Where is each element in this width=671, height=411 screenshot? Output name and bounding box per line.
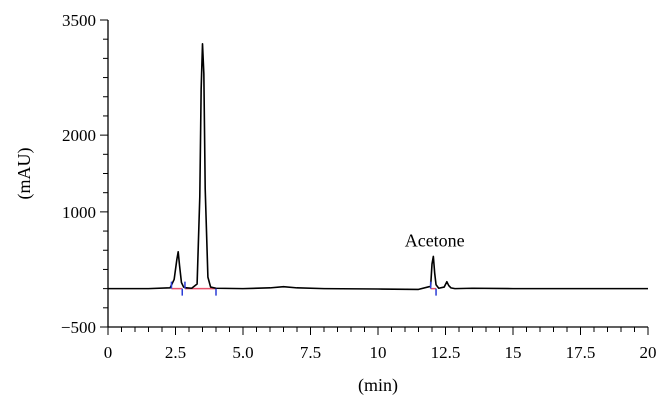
- labels-group: Acetone: [405, 230, 465, 250]
- x-tick-label: 12.5: [431, 343, 461, 362]
- peak-annotation: Acetone: [405, 230, 465, 250]
- x-tick-label: 5.0: [232, 343, 253, 362]
- x-tick-label: 2.5: [165, 343, 186, 362]
- x-tick-label: 10: [370, 343, 387, 362]
- x-tick-label: 0: [104, 343, 113, 362]
- y-tick-label: 3500: [62, 11, 96, 30]
- axes-group: [107, 20, 648, 328]
- series-group: [108, 42, 648, 291]
- y-tick-label: 2000: [62, 126, 96, 145]
- y-tick-label: −500: [61, 318, 96, 337]
- markers-group: [170, 281, 437, 296]
- y-tick-label: 1000: [62, 203, 96, 222]
- series-line: [108, 42, 648, 291]
- y-axis-title: (mAU): [14, 148, 35, 200]
- x-tick-label: 20: [640, 343, 657, 362]
- x-axis-title: (min): [358, 375, 398, 396]
- x-tick-label: 7.5: [300, 343, 321, 362]
- x-tick-label: 17.5: [566, 343, 596, 362]
- ticks-group: −500 1000 2000 3500 0 2.5 5.0 7.5 10 12.5 15 17.5 20: [61, 11, 657, 362]
- x-tick-label: 15: [505, 343, 522, 362]
